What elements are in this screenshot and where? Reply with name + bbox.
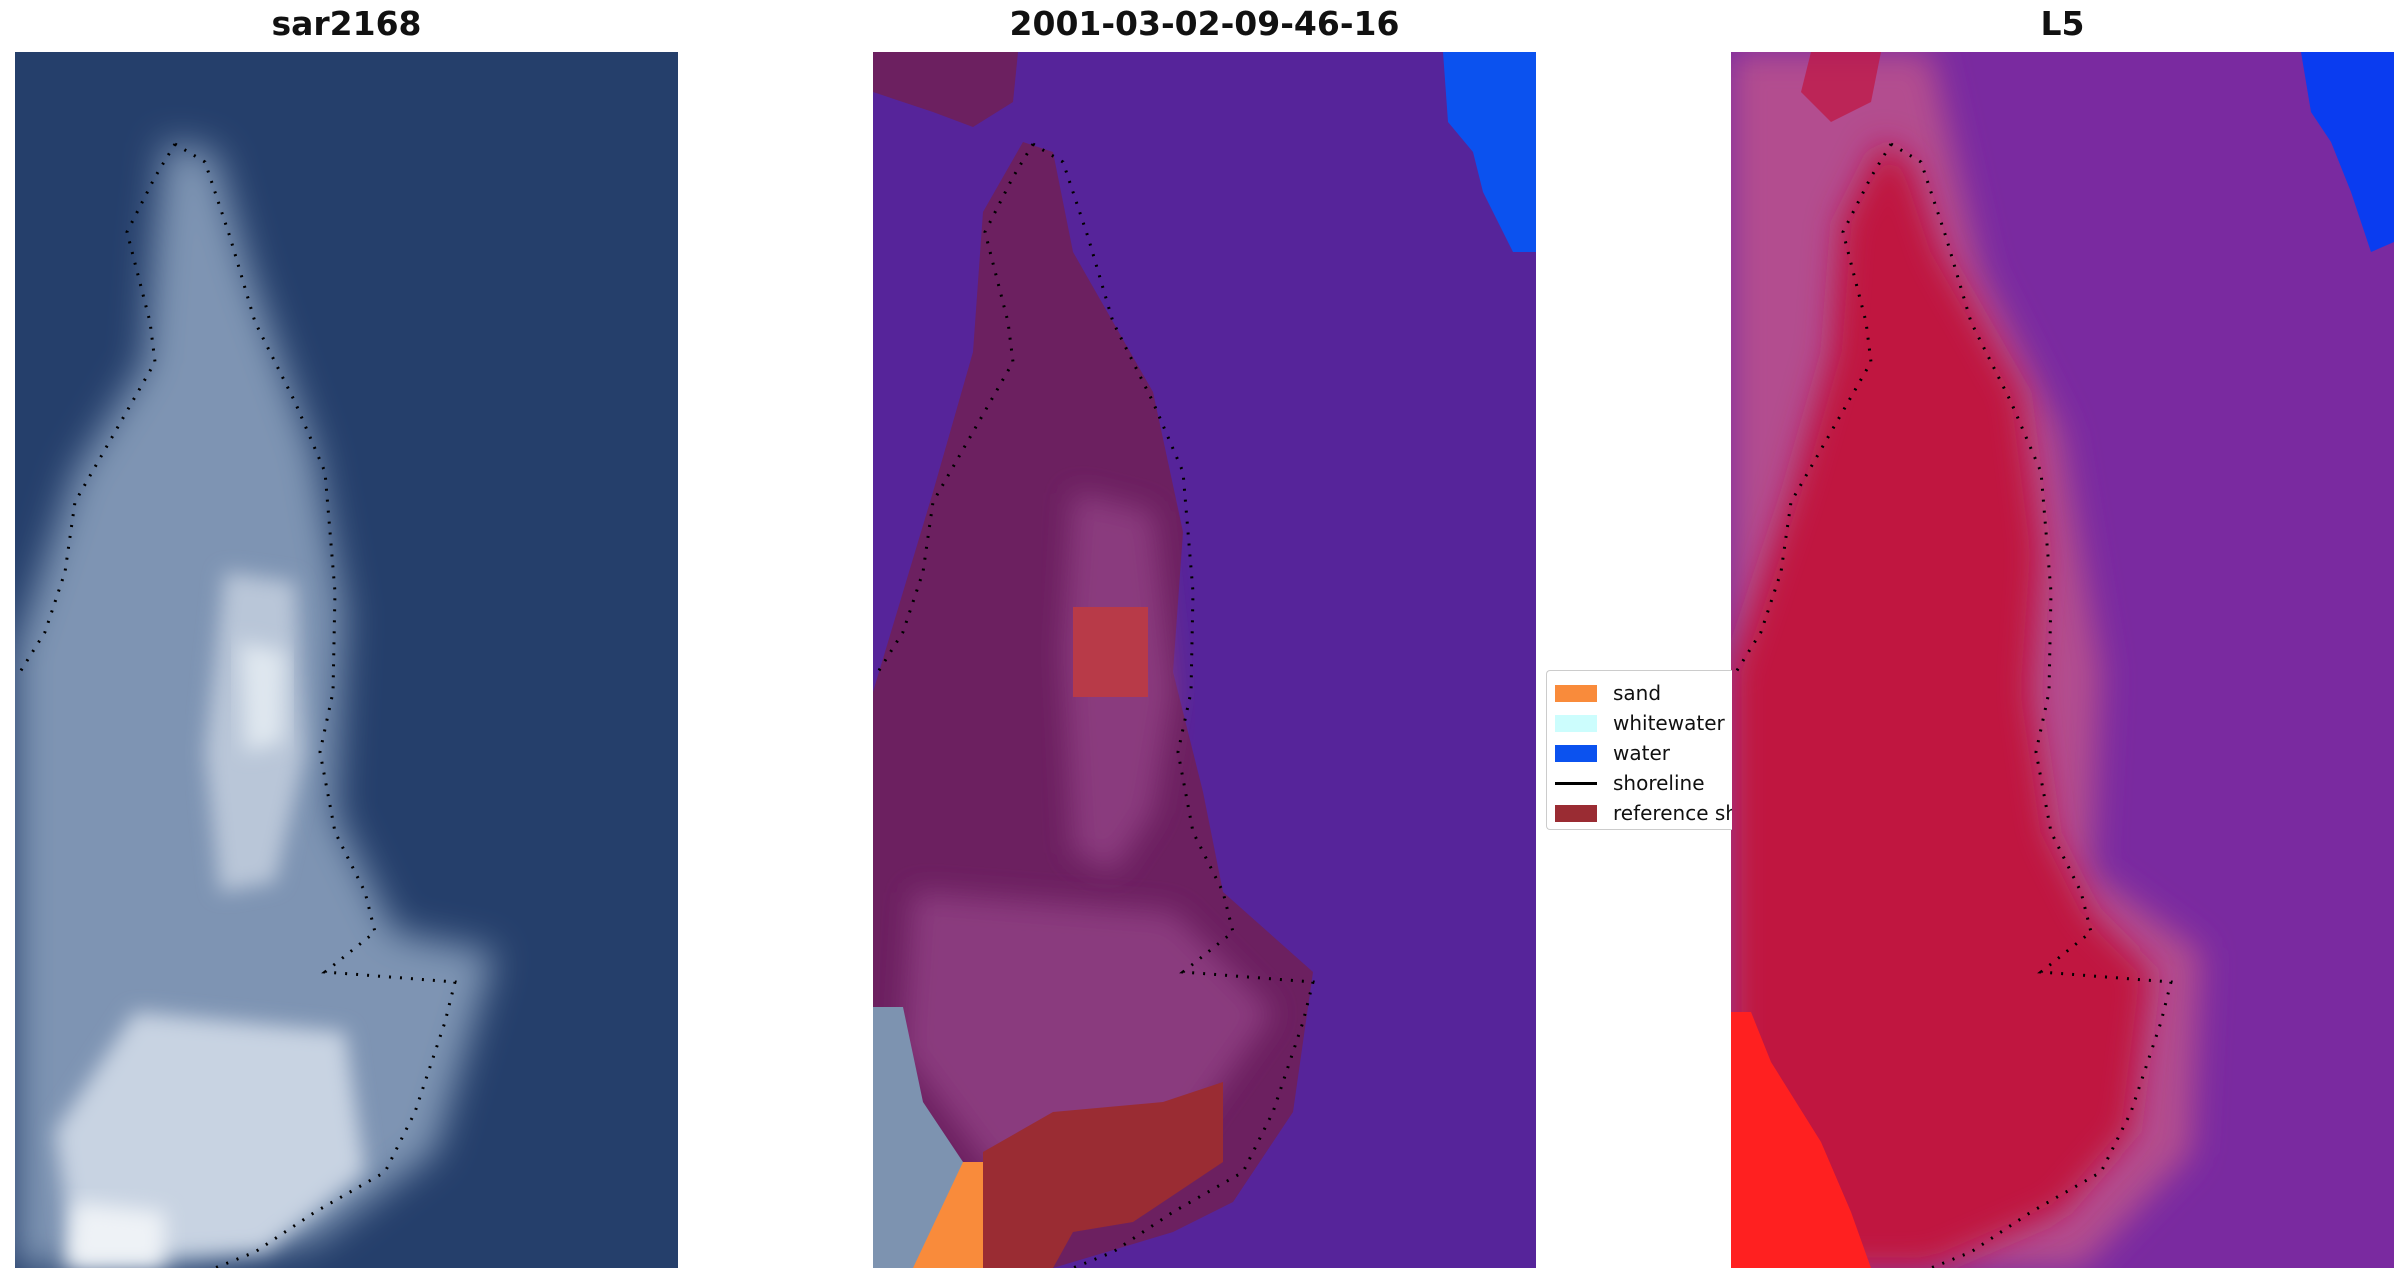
satellite-through bbox=[873, 1007, 963, 1268]
sand-swatch-icon bbox=[1555, 684, 1597, 702]
l5-land bbox=[1731, 142, 2151, 1268]
legend-item-whitewater: whitewater bbox=[1555, 709, 1725, 737]
sand-area bbox=[908, 1162, 983, 1268]
panel-title-l5: L5 bbox=[2040, 4, 2085, 43]
water-swatch-icon bbox=[1555, 744, 1597, 762]
classified-image-panel bbox=[873, 52, 1536, 1268]
reference-buffer-swatch-icon bbox=[1555, 804, 1597, 822]
corner-water bbox=[1443, 52, 1536, 252]
legend-item-shoreline: shoreline bbox=[1555, 769, 1705, 797]
classifier-red-patch bbox=[1073, 607, 1148, 697]
reference-shoreline-buffer bbox=[983, 1082, 1223, 1268]
legend-item-reference-buffer: reference shoreline buffer bbox=[1555, 799, 1732, 827]
legend: sand whitewater water shoreline referenc… bbox=[1546, 670, 1732, 830]
legend-item-sand: sand bbox=[1555, 679, 1661, 707]
shoreline-line-icon bbox=[1555, 781, 1597, 785]
satellite-image-panel bbox=[15, 52, 678, 1268]
l5-bright-red bbox=[1731, 1012, 1871, 1268]
legend-label-reference-buffer: reference shoreline buffer bbox=[1613, 801, 1732, 825]
legend-label-shoreline: shoreline bbox=[1613, 771, 1705, 795]
legend-item-water: water bbox=[1555, 739, 1670, 767]
l5-index-panel bbox=[1731, 52, 2394, 1268]
whitewater-swatch-icon bbox=[1555, 714, 1597, 732]
legend-label-water: water bbox=[1613, 741, 1670, 765]
legend-label-whitewater: whitewater bbox=[1613, 711, 1725, 735]
panel-title-sar: sar2168 bbox=[271, 4, 422, 43]
legend-label-sand: sand bbox=[1613, 681, 1662, 705]
l5-blue bbox=[2301, 52, 2394, 252]
panel-title-date: 2001-03-02-09-46-16 bbox=[1009, 4, 1400, 43]
